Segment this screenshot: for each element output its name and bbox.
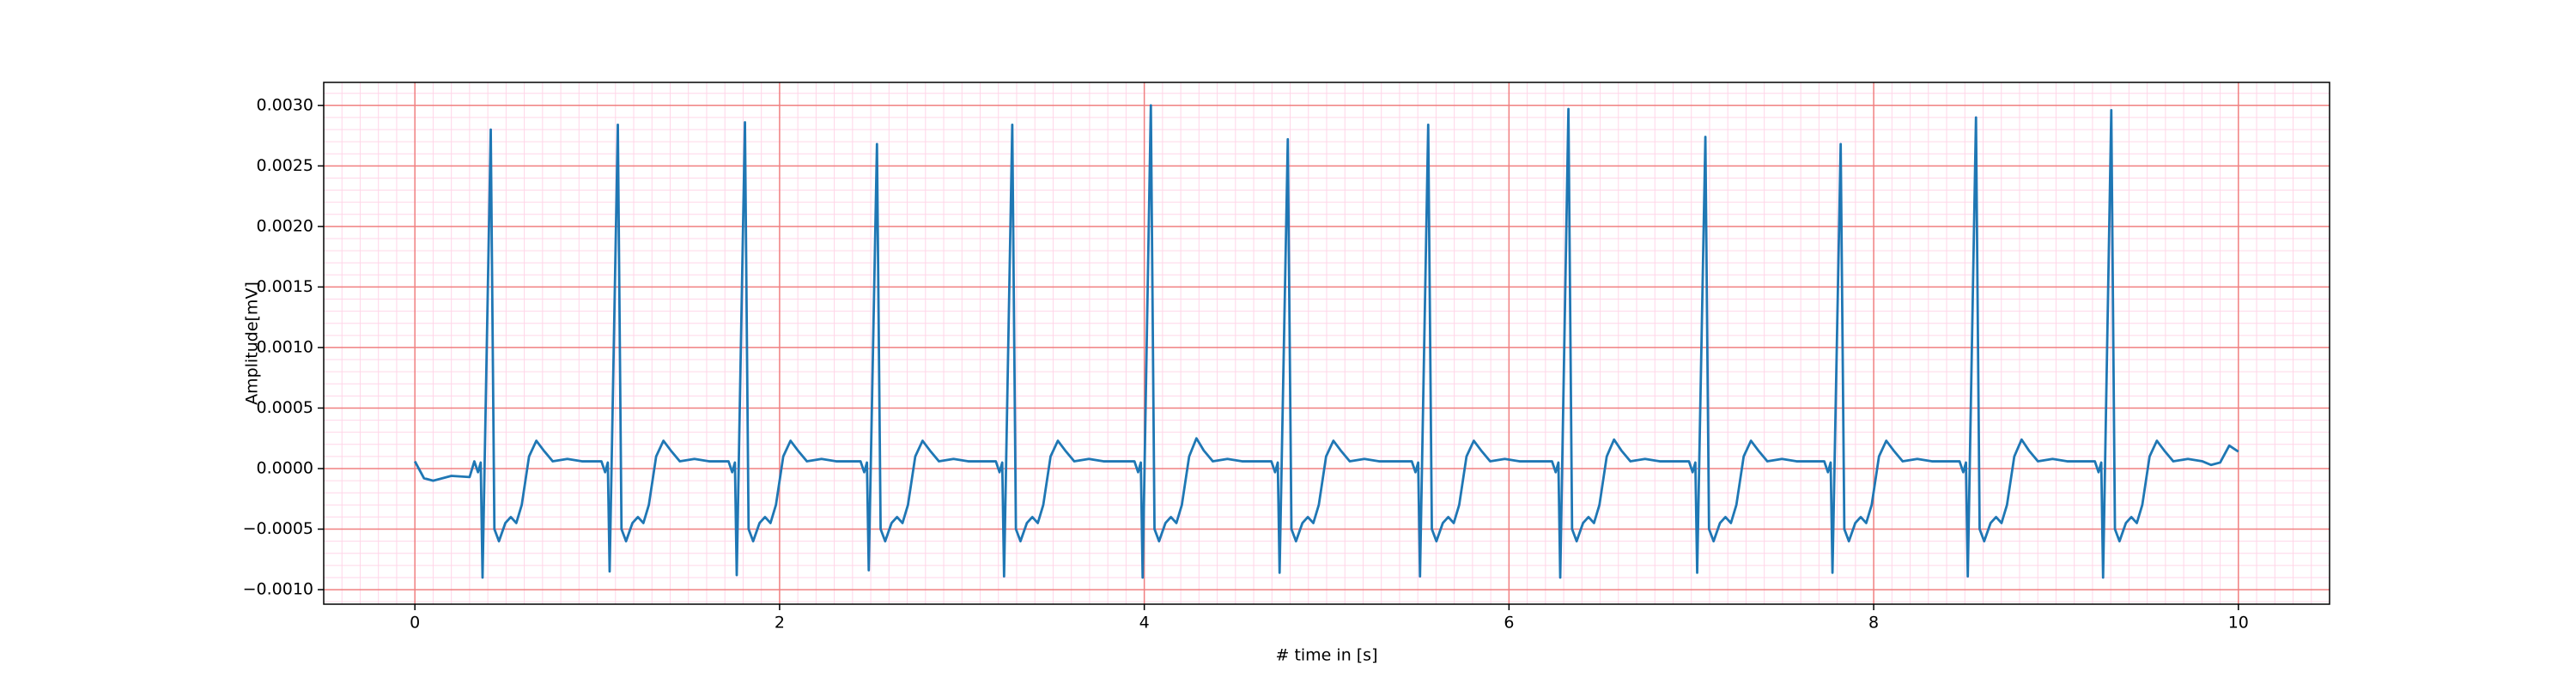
x-tick-label: 8 xyxy=(1868,614,1879,632)
y-tick-label: 0.0030 xyxy=(257,95,313,114)
x-axis-label: # time in [s] xyxy=(1275,646,1377,665)
y-tick-label: 0.0025 xyxy=(257,156,313,175)
x-tick-label: 2 xyxy=(775,614,785,632)
y-tick-label: 0.0010 xyxy=(257,337,313,356)
y-tick-label: 0.0020 xyxy=(257,216,313,235)
y-tick-label: −0.0005 xyxy=(243,519,313,538)
x-tick-label: 6 xyxy=(1504,614,1514,632)
y-tick-label: 0.0000 xyxy=(257,459,313,478)
x-tick-label: 4 xyxy=(1139,614,1150,632)
plot-frame xyxy=(323,82,2330,605)
x-tick-label: 10 xyxy=(2228,614,2249,632)
ecg-line xyxy=(413,104,2239,579)
x-tick-label: 0 xyxy=(410,614,420,632)
y-tick-label: 0.0005 xyxy=(257,398,313,417)
y-tick-label: −0.0010 xyxy=(243,580,313,599)
y-axis-label: Amplitude[mV] xyxy=(243,281,262,405)
y-tick-label: 0.0015 xyxy=(257,277,313,296)
